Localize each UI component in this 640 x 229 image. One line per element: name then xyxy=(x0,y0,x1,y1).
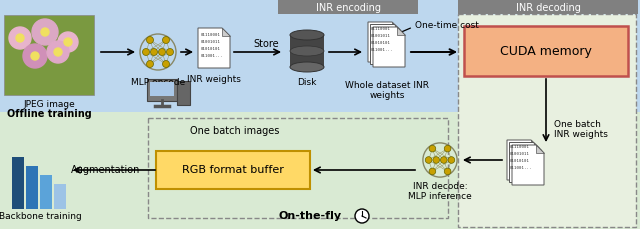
Text: 01010101: 01010101 xyxy=(201,47,221,51)
Ellipse shape xyxy=(290,62,324,72)
Bar xyxy=(458,0,638,14)
Text: 01110001: 01110001 xyxy=(510,145,530,149)
Circle shape xyxy=(444,168,451,175)
Circle shape xyxy=(440,157,447,163)
FancyBboxPatch shape xyxy=(156,151,310,189)
Text: One batch
INR weights: One batch INR weights xyxy=(554,120,608,139)
Text: On-the-fly: On-the-fly xyxy=(278,211,342,221)
Circle shape xyxy=(425,157,432,163)
Text: 01001011: 01001011 xyxy=(371,34,391,38)
Text: Offline training: Offline training xyxy=(6,109,92,119)
Polygon shape xyxy=(392,22,400,30)
Polygon shape xyxy=(371,25,403,65)
Text: INR encoding: INR encoding xyxy=(316,3,381,13)
Bar xyxy=(54,184,66,209)
Bar xyxy=(12,157,24,209)
Text: 01010101: 01010101 xyxy=(510,159,530,163)
Text: 011001...: 011001... xyxy=(510,166,532,170)
Polygon shape xyxy=(373,27,405,67)
Text: Augmentation: Augmentation xyxy=(70,165,140,175)
Circle shape xyxy=(31,52,39,60)
Circle shape xyxy=(41,28,49,36)
Text: Whole dataset INR
weights: Whole dataset INR weights xyxy=(345,81,429,100)
FancyBboxPatch shape xyxy=(147,79,177,101)
Circle shape xyxy=(429,168,436,175)
Circle shape xyxy=(150,49,157,55)
Text: MLP encode: MLP encode xyxy=(131,78,185,87)
Bar xyxy=(150,82,174,96)
Polygon shape xyxy=(534,142,541,150)
Circle shape xyxy=(16,34,24,42)
Circle shape xyxy=(54,48,62,56)
Circle shape xyxy=(47,41,69,63)
Circle shape xyxy=(163,60,170,68)
Polygon shape xyxy=(198,28,230,68)
Circle shape xyxy=(166,49,173,55)
Bar xyxy=(290,35,324,67)
Text: 011001...: 011001... xyxy=(371,48,394,52)
Polygon shape xyxy=(512,145,544,185)
Text: JPEG image: JPEG image xyxy=(23,100,75,109)
Ellipse shape xyxy=(290,46,324,56)
Text: RGB format buffer: RGB format buffer xyxy=(182,165,284,175)
FancyBboxPatch shape xyxy=(464,26,628,76)
Circle shape xyxy=(159,49,166,55)
Polygon shape xyxy=(368,22,400,62)
Text: 01110001: 01110001 xyxy=(201,33,221,37)
Circle shape xyxy=(448,157,455,163)
Text: 01010101: 01010101 xyxy=(371,41,391,45)
Circle shape xyxy=(23,44,47,68)
Polygon shape xyxy=(509,142,541,183)
Bar xyxy=(4,15,94,95)
Text: Backbone training: Backbone training xyxy=(0,212,81,221)
Text: 01001011: 01001011 xyxy=(510,152,530,156)
Circle shape xyxy=(58,32,78,52)
Text: INR decoding: INR decoding xyxy=(516,3,580,13)
Ellipse shape xyxy=(290,30,324,40)
Text: 01110001: 01110001 xyxy=(371,27,391,31)
Polygon shape xyxy=(536,145,544,153)
Circle shape xyxy=(355,209,369,223)
Circle shape xyxy=(147,36,154,44)
Bar xyxy=(0,0,640,112)
Polygon shape xyxy=(397,27,405,35)
Polygon shape xyxy=(394,25,403,33)
Circle shape xyxy=(163,36,170,44)
Bar xyxy=(458,14,636,227)
Circle shape xyxy=(147,60,154,68)
Circle shape xyxy=(143,49,150,55)
Circle shape xyxy=(32,19,58,45)
Text: 01001011: 01001011 xyxy=(201,40,221,44)
Text: One-time cost: One-time cost xyxy=(415,22,479,30)
Circle shape xyxy=(433,157,440,163)
Circle shape xyxy=(444,145,451,152)
Circle shape xyxy=(429,145,436,152)
FancyBboxPatch shape xyxy=(177,81,190,105)
Bar xyxy=(278,0,418,14)
Circle shape xyxy=(9,27,31,49)
Bar xyxy=(0,112,640,229)
Bar xyxy=(26,166,38,209)
Text: Disk: Disk xyxy=(298,78,317,87)
Text: CUDA memory: CUDA memory xyxy=(500,44,592,57)
Polygon shape xyxy=(531,140,539,148)
Text: INR weights: INR weights xyxy=(187,75,241,84)
Text: 011001...: 011001... xyxy=(201,54,223,58)
Bar xyxy=(40,175,52,209)
Text: Store: Store xyxy=(253,39,279,49)
Bar xyxy=(148,118,448,218)
Polygon shape xyxy=(507,140,539,180)
Text: INR decode:
MLP inference: INR decode: MLP inference xyxy=(408,182,472,201)
Circle shape xyxy=(64,38,72,46)
Text: One batch images: One batch images xyxy=(190,126,280,136)
Polygon shape xyxy=(222,28,230,36)
